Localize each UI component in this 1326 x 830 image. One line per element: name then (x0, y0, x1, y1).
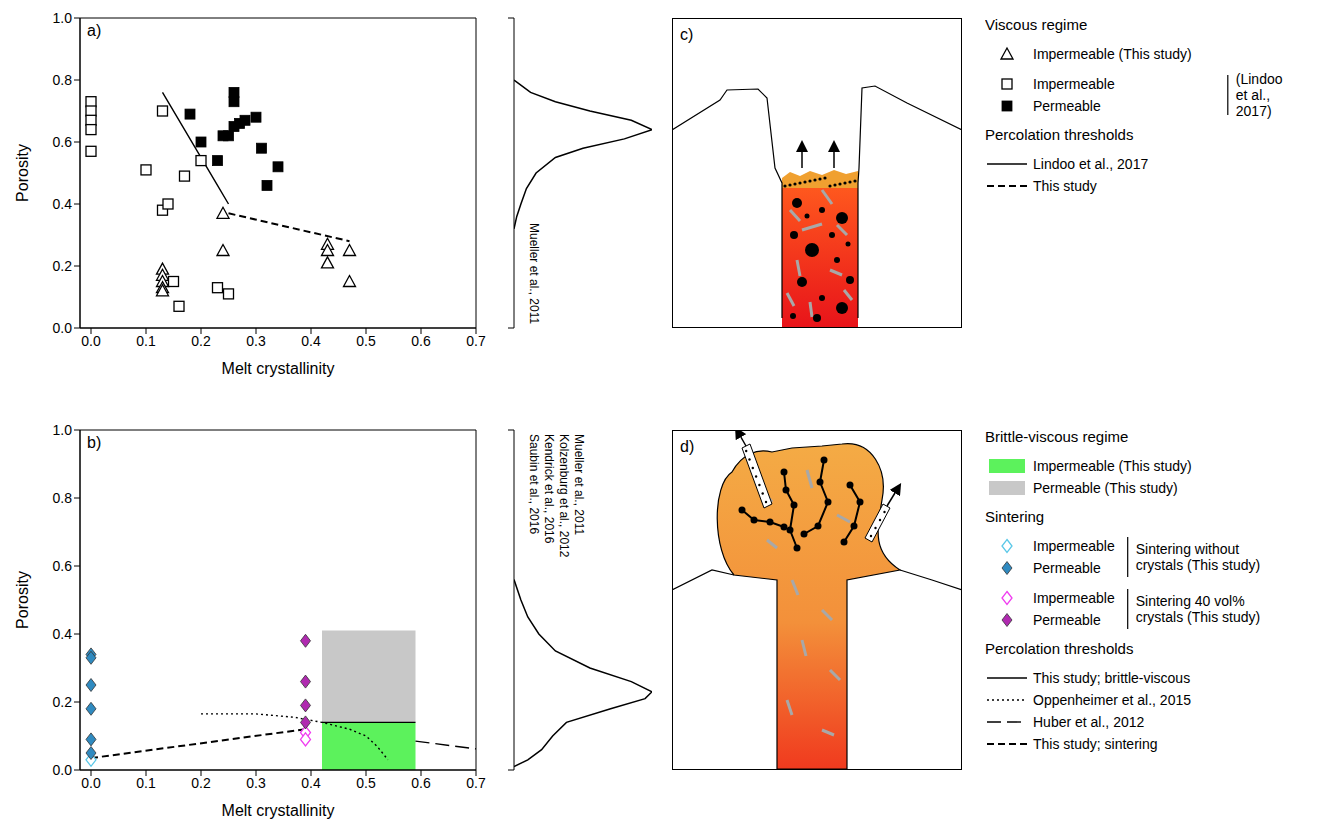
svg-text:0.0: 0.0 (81, 333, 101, 349)
svg-text:0.7: 0.7 (466, 333, 486, 349)
svg-text:0.0: 0.0 (81, 775, 101, 791)
svg-text:crystals (This study): crystals (This study) (1136, 557, 1260, 573)
svg-text:0.6: 0.6 (411, 775, 431, 791)
svg-text:0.5: 0.5 (356, 775, 376, 791)
svg-text:1.0: 1.0 (53, 10, 73, 26)
svg-text:Melt crystallinity: Melt crystallinity (222, 802, 335, 819)
svg-text:c): c) (680, 26, 693, 43)
svg-text:0.2: 0.2 (191, 333, 211, 349)
svg-text:0.1: 0.1 (136, 775, 156, 791)
svg-text:Huber et al., 2012: Huber et al., 2012 (1033, 714, 1145, 730)
svg-text:et al.,: et al., (1236, 87, 1270, 103)
svg-text:Percolation thresholds: Percolation thresholds (985, 126, 1133, 143)
svg-text:0.6: 0.6 (53, 134, 73, 150)
html-text:Mueller et al., 2011: Mueller et al., 2011 (527, 222, 541, 324)
svg-text:1.0: 1.0 (53, 422, 73, 438)
html-text:Saubin et al., 2016: Saubin et al., 2016 (527, 434, 541, 535)
svg-text:Brittle-viscous regime: Brittle-viscous regime (985, 428, 1128, 445)
svg-text:2017): 2017) (1236, 103, 1272, 119)
svg-text:0.8: 0.8 (53, 490, 73, 506)
svg-text:0.8: 0.8 (53, 72, 73, 88)
svg-text:0.2: 0.2 (191, 775, 211, 791)
svg-text:Impermeable (This study): Impermeable (This study) (1033, 458, 1192, 474)
svg-text:Melt crystallinity: Melt crystallinity (222, 360, 335, 377)
svg-text:0.2: 0.2 (53, 258, 73, 274)
svg-text:0.3: 0.3 (246, 775, 266, 791)
svg-text:0.4: 0.4 (53, 196, 73, 212)
svg-text:0.0: 0.0 (53, 762, 73, 778)
svg-text:Permeable (This study): Permeable (This study) (1033, 480, 1178, 496)
svg-text:Sintering 40 vol%: Sintering 40 vol% (1136, 593, 1245, 609)
svg-text:Sintering: Sintering (985, 508, 1044, 525)
svg-text:Oppenheimer et al., 2015: Oppenheimer et al., 2015 (1033, 692, 1191, 708)
svg-text:Lindoo et al., 2017: Lindoo et al., 2017 (1033, 156, 1148, 172)
html-text:a): a) (87, 22, 102, 39)
svg-text:Impermeable (This study): Impermeable (This study) (1033, 46, 1192, 62)
svg-text:Porosity: Porosity (14, 571, 31, 629)
html-text:b): b) (87, 434, 102, 451)
svg-text:Sintering without: Sintering without (1136, 541, 1240, 557)
svg-text:This study; sintering: This study; sintering (1033, 736, 1158, 752)
svg-text:Permeable: Permeable (1033, 98, 1101, 114)
svg-text:Permeable: Permeable (1033, 612, 1101, 628)
svg-text:0.4: 0.4 (301, 333, 321, 349)
html-text:Kolzenburg et al., 2012: Kolzenburg et al., 2012 (557, 434, 571, 558)
svg-text:Viscous regime: Viscous regime (985, 16, 1087, 33)
svg-text:Impermeable: Impermeable (1033, 538, 1115, 554)
svg-text:This study; brittle-viscous: This study; brittle-viscous (1033, 670, 1190, 686)
svg-text:(Lindoo: (Lindoo (1236, 71, 1283, 87)
html-text:Mueller et al., 2011: Mueller et al., 2011 (572, 434, 586, 536)
svg-text:0.4: 0.4 (53, 626, 73, 642)
svg-text:Percolation thresholds: Percolation thresholds (985, 640, 1133, 657)
svg-text:0.0: 0.0 (53, 320, 73, 336)
svg-text:0.4: 0.4 (301, 775, 321, 791)
svg-text:Porosity: Porosity (14, 144, 31, 202)
svg-text:0.1: 0.1 (136, 333, 156, 349)
svg-text:0.2: 0.2 (53, 694, 73, 710)
svg-text:Impermeable: Impermeable (1033, 590, 1115, 606)
svg-text:Impermeable: Impermeable (1033, 76, 1115, 92)
svg-text:d): d) (680, 438, 694, 455)
svg-text:0.3: 0.3 (246, 333, 266, 349)
svg-text:0.6: 0.6 (411, 333, 431, 349)
svg-text:0.5: 0.5 (356, 333, 376, 349)
svg-text:0.7: 0.7 (466, 775, 486, 791)
svg-text:Permeable: Permeable (1033, 560, 1101, 576)
html-text:Kendrick et al., 2016: Kendrick et al., 2016 (542, 434, 556, 544)
svg-text:0.6: 0.6 (53, 558, 73, 574)
svg-text:This study: This study (1033, 178, 1097, 194)
svg-text:crystals (This study): crystals (This study) (1136, 609, 1260, 625)
